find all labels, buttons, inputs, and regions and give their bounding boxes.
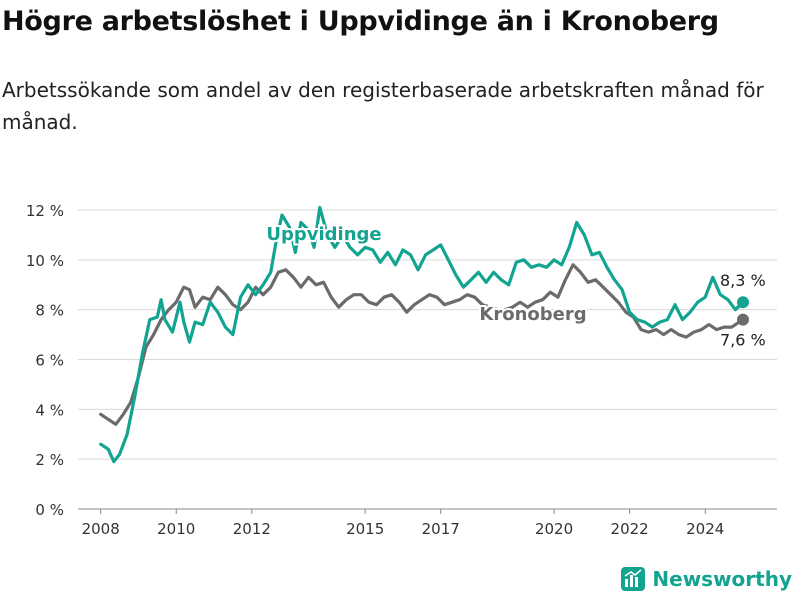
x-tick-label: 2020: [535, 520, 573, 538]
y-tick-label: 2 %: [35, 451, 64, 469]
x-tick-label: 2017: [422, 520, 460, 538]
kronoberg-end-point: [736, 313, 749, 326]
y-tick-label: 0 %: [35, 501, 64, 519]
x-tick-label: 2015: [346, 520, 384, 538]
uppvidinge-end-label: 8,3 %: [720, 271, 766, 290]
kronoberg-series-label: Kronoberg: [479, 304, 586, 325]
uppvidinge-end-point: [736, 296, 749, 309]
y-tick-label: 12 %: [26, 202, 64, 220]
newsworthy-logo-icon: [621, 567, 646, 591]
kronoberg-end-label: 7,6 %: [720, 331, 766, 350]
y-tick-label: 4 %: [35, 401, 64, 419]
uppvidinge-line: [99, 205, 745, 464]
x-tick-label: 2012: [233, 520, 271, 538]
x-tick-label: 2022: [611, 520, 649, 538]
x-tick-label: 2010: [157, 520, 195, 538]
y-tick-label: 6 %: [35, 352, 64, 370]
x-tick-label: 2008: [82, 520, 120, 538]
uppvidinge-series-label: Uppvidinge: [266, 224, 381, 245]
newsworthy-logo: Newsworthy: [620, 566, 792, 592]
newsworthy-logo-text: Newsworthy: [652, 567, 792, 591]
chart-title: Högre arbetslöshet i Uppvidinge än i Kro…: [2, 6, 719, 37]
y-tick-label: 10 %: [26, 252, 64, 270]
y-tick-label: 8 %: [35, 302, 64, 320]
x-tick-label: 2024: [686, 520, 724, 538]
kronoberg-line: [99, 263, 745, 426]
chart-subtitle: Arbetssökande som andel av den registerb…: [2, 78, 764, 134]
